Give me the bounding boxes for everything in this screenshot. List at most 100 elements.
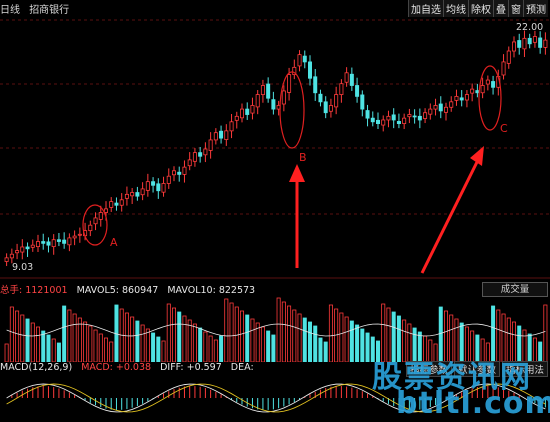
volume-bar <box>245 314 250 362</box>
diff-value: DIFF: +0.597 <box>160 362 222 373</box>
price-chart[interactable]: A B C 22.00 9.03 <box>0 18 550 280</box>
volume-bar <box>229 302 234 362</box>
window-button[interactable]: 窗 <box>508 0 523 17</box>
candle-body <box>470 88 475 94</box>
volume-bar <box>449 314 454 362</box>
volume-chart <box>4 297 548 362</box>
volume-bar <box>255 322 260 362</box>
candle-body <box>203 148 208 156</box>
top-bar: 日线 招商银行 加自选 均线 除权 叠 窗 预测 <box>0 0 550 17</box>
candle-body <box>41 241 46 244</box>
volume-bar <box>506 317 511 362</box>
candle-body <box>438 103 443 112</box>
candle-body <box>140 188 145 196</box>
mavol-line <box>6 323 546 337</box>
volume-bar <box>192 323 197 362</box>
volume-bar <box>135 320 140 362</box>
volume-bar <box>339 312 344 362</box>
candle-body <box>62 239 67 244</box>
candle-body <box>391 114 396 121</box>
total-volume: 总手: 1121001 <box>0 285 68 296</box>
candle-body <box>135 192 140 197</box>
marker-label-a: A <box>110 236 118 249</box>
indicator-params-button[interactable]: 指标参数 <box>405 361 452 377</box>
volume-bar <box>93 329 98 362</box>
candle-body <box>433 105 438 110</box>
candle-body <box>302 55 307 63</box>
volume-bar <box>83 321 88 362</box>
volume-bar <box>428 339 433 362</box>
volume-bar <box>407 323 412 362</box>
candle-body <box>4 257 9 262</box>
candle-body <box>255 94 260 108</box>
volume-bar <box>198 327 203 362</box>
volume-bar <box>344 316 349 362</box>
volume-bar <box>532 337 537 362</box>
candle-body <box>72 235 77 239</box>
default-params-button[interactable]: 默认参数 <box>453 361 500 377</box>
volume-bar <box>281 301 286 362</box>
candle-body <box>171 170 176 176</box>
volume-bar <box>56 342 61 362</box>
candle-body <box>485 79 490 85</box>
volume-bar <box>297 313 302 362</box>
candle-body <box>36 241 41 248</box>
volume-bar <box>161 340 166 362</box>
forecast-button[interactable]: 预测 <box>523 0 548 17</box>
volume-bar <box>15 310 20 362</box>
indicator-usage-button[interactable]: 指标用法 <box>501 361 548 377</box>
volume-bar <box>77 317 82 362</box>
candle-body <box>213 132 218 141</box>
volume-bar <box>501 313 506 362</box>
volume-bar <box>386 307 391 362</box>
candle-body <box>360 94 365 110</box>
candle-body <box>271 99 276 110</box>
volume-bar <box>266 330 271 362</box>
candle-body <box>464 94 469 101</box>
candle-body <box>287 74 292 93</box>
dea-line <box>6 383 546 413</box>
candle-body <box>307 61 312 79</box>
volume-bar <box>67 309 72 362</box>
volume-bar <box>381 303 386 362</box>
volume-bar <box>151 332 156 362</box>
volume-bar <box>323 341 328 362</box>
candle-body <box>245 108 250 115</box>
overlay-button[interactable]: 叠 <box>493 0 508 17</box>
macd-name: MACD(12,26,9) <box>0 362 73 373</box>
candle-body <box>208 139 213 151</box>
candle-body <box>339 83 344 95</box>
candle-body <box>88 224 93 232</box>
candles <box>4 30 548 267</box>
volume-bar <box>88 325 93 362</box>
macd-chart <box>6 383 546 413</box>
volume-info-bar: 总手: 1121001 MAVOL5: 860947 MAVOL10: 8225… <box>0 282 550 296</box>
high-price-label: 22.00 <box>516 22 543 33</box>
candle-body <box>25 246 30 250</box>
dea-value: DEA: <box>230 362 254 373</box>
candle-body <box>506 50 511 64</box>
volume-bar <box>20 314 25 362</box>
candle-body <box>423 112 428 119</box>
add-watchlist-button[interactable]: 加自选 <box>408 0 443 17</box>
indicator-select[interactable]: 成交量 <box>482 282 548 297</box>
volume-bar <box>124 312 129 362</box>
candle-body <box>177 171 182 175</box>
candle-body <box>344 72 349 83</box>
volume-bar <box>396 315 401 362</box>
volume-bar <box>187 319 192 362</box>
candle-body <box>449 101 454 108</box>
candle-body <box>543 39 548 48</box>
moving-average-button[interactable]: 均线 <box>443 0 468 17</box>
volume-bar <box>391 311 396 362</box>
candle-body <box>323 101 328 114</box>
volume-bar <box>417 331 422 362</box>
watermark-url: btltl.com <box>396 386 550 421</box>
volume-bar <box>480 338 485 362</box>
volume-bar <box>25 318 30 362</box>
candle-body <box>454 95 459 101</box>
candle-body <box>219 130 224 139</box>
ex-rights-button[interactable]: 除权 <box>468 0 493 17</box>
candle-body <box>192 152 197 162</box>
volume-bar <box>512 321 517 362</box>
